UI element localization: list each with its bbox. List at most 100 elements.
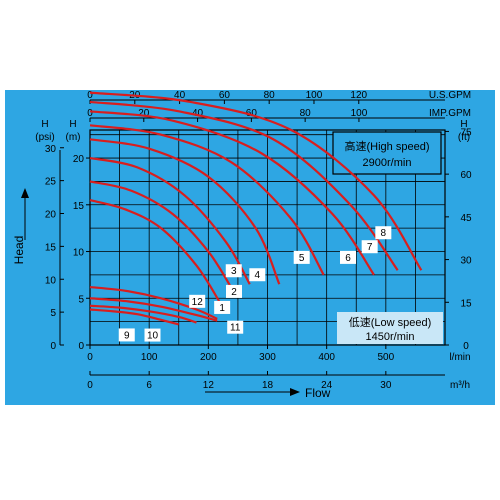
series-label-8: 8 xyxy=(381,228,387,239)
series-label-3: 3 xyxy=(231,266,237,277)
axis-label-lmin: l/min xyxy=(449,352,470,363)
tick-label-head-ft: 45 xyxy=(460,213,472,224)
series-curve-11 xyxy=(89,297,218,322)
tick-label-flow-lmin: 500 xyxy=(377,352,394,363)
tick-label-head-m: 20 xyxy=(73,154,85,165)
series-label-9: 9 xyxy=(124,330,130,341)
tick-label-flow-impgpm: 20 xyxy=(138,108,150,119)
series-curve-8 xyxy=(89,91,423,271)
series-label-bg xyxy=(361,240,378,254)
low-speed-box xyxy=(337,312,443,344)
tick-label-head-psi: 0 xyxy=(50,341,56,352)
tick-label-flow-impgpm: 100 xyxy=(351,108,368,119)
series-label-2: 2 xyxy=(231,287,237,298)
tick-label-head-ft: 15 xyxy=(460,298,472,309)
series-curve-12 xyxy=(89,285,218,320)
tick-label-flow-impgpm: 0 xyxy=(87,108,93,119)
tick-label-head-m: 15 xyxy=(73,201,85,212)
high-speed-box xyxy=(332,131,442,175)
series-label-bg xyxy=(227,320,244,334)
tick-label-head-m: 0 xyxy=(78,341,84,352)
tick-label-flow-m3h: 30 xyxy=(380,380,392,391)
tick-label-head-ft: 30 xyxy=(460,256,472,267)
pump-curve-chart: 0 100 200 300 400 500 l/min 0 6 12 18 24 30 m³/h Flow 0… xyxy=(5,90,495,405)
series-label-5: 5 xyxy=(299,253,305,264)
series-label-11: 11 xyxy=(230,323,241,334)
x-axis-title: Flow xyxy=(305,386,331,400)
tick-label-flow-lmin: 400 xyxy=(318,352,335,363)
tick-label-flow-m3h: 0 xyxy=(87,380,93,391)
axis-label-head-ft: H xyxy=(460,119,467,130)
series-label-bg xyxy=(189,294,206,308)
tick-label-flow-lmin: 300 xyxy=(259,352,276,363)
tick-label-head-psi: 15 xyxy=(45,242,57,253)
low-speed-label: 低速(Low speed) xyxy=(349,316,432,329)
axis-label-head-m-unit: (m) xyxy=(66,132,81,143)
series-label-bg xyxy=(249,268,266,282)
series-label-6: 6 xyxy=(345,253,351,264)
tick-label-head-m: 10 xyxy=(73,248,85,259)
low-speed-rpm: 1450r/min xyxy=(366,331,415,343)
tick-label-head-ft: 75 xyxy=(460,127,472,138)
tick-label-head-psi: 5 xyxy=(50,308,56,319)
series-curve-4 xyxy=(89,138,281,285)
series-label-bg xyxy=(225,264,242,278)
tick-label-flow-m3h: 12 xyxy=(203,380,215,391)
tick-label-flow-usgpm: 40 xyxy=(174,90,186,101)
axis-label-usgpm: U.S.GPM xyxy=(429,90,471,101)
series-label-7: 7 xyxy=(367,242,373,253)
tick-label-flow-lmin: 100 xyxy=(141,352,158,363)
axis-label-m3h: m³/h xyxy=(450,380,470,391)
tick-label-flow-usgpm: 80 xyxy=(264,90,276,101)
tick-label-head-ft: 0 xyxy=(463,341,469,352)
axis-label-head-psi: H xyxy=(41,119,48,130)
series-curve-6 xyxy=(89,110,375,276)
axis-label-impgpm: IMP.GPM xyxy=(429,108,471,119)
series-curve-7 xyxy=(89,100,399,271)
flow-arrow-head xyxy=(290,388,300,396)
tick-label-flow-usgpm: 60 xyxy=(219,90,231,101)
tick-label-flow-usgpm: 120 xyxy=(350,90,367,101)
series-label-bg xyxy=(144,328,161,342)
series-label-10: 10 xyxy=(147,331,159,342)
series-curve-1 xyxy=(89,199,222,304)
tick-label-flow-impgpm: 60 xyxy=(246,108,258,119)
high-speed-rpm: 2900r/min xyxy=(363,157,412,169)
high-speed-label: 高速(High speed) xyxy=(345,139,430,153)
series-label-bg xyxy=(293,250,310,264)
tick-label-head-m: 5 xyxy=(78,294,84,305)
tick-label-head-psi: 25 xyxy=(45,177,57,188)
tick-label-head-psi: 30 xyxy=(45,144,57,155)
series-curve-3 xyxy=(89,156,251,285)
tick-label-head-ft: 60 xyxy=(460,170,472,181)
tick-label-flow-m3h: 18 xyxy=(262,380,274,391)
series-label-bg xyxy=(214,300,231,314)
tick-label-flow-usgpm: 100 xyxy=(306,90,323,101)
series-label-12: 12 xyxy=(192,297,204,308)
tick-label-flow-usgpm: 0 xyxy=(87,90,93,101)
tick-label-flow-m3h: 6 xyxy=(146,380,152,391)
tick-label-head-psi: 20 xyxy=(45,210,57,221)
tick-label-flow-impgpm: 40 xyxy=(192,108,204,119)
y-axis-title: Head xyxy=(12,236,26,265)
series-label-bg xyxy=(226,284,242,298)
series-label-1: 1 xyxy=(219,303,225,314)
tick-label-head-psi: 10 xyxy=(45,275,57,286)
axis-label-head-m: H xyxy=(69,119,76,130)
series-curve-10 xyxy=(89,304,197,324)
tick-label-flow-impgpm: 80 xyxy=(300,108,312,119)
series-label-bg xyxy=(340,250,356,264)
tick-label-flow-lmin: 200 xyxy=(200,352,217,363)
series-curve-2 xyxy=(89,180,233,290)
axis-label-head-psi-unit: (psi) xyxy=(35,132,54,143)
head-arrow-head xyxy=(21,188,29,198)
series-curve-5 xyxy=(89,124,325,276)
axis-label-head-ft-unit: (ft) xyxy=(458,132,470,143)
series-label-bg xyxy=(118,328,135,342)
tick-label-flow-lmin: 0 xyxy=(87,352,93,363)
series-curve-9 xyxy=(89,308,180,326)
series-label-4: 4 xyxy=(255,270,261,281)
tick-label-flow-m3h: 24 xyxy=(321,380,333,391)
series-label-bg xyxy=(375,226,392,240)
